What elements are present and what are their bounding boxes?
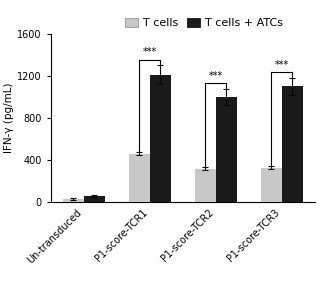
Text: ***: *** bbox=[209, 71, 223, 81]
Bar bbox=[63, 199, 84, 202]
Bar bbox=[216, 97, 237, 202]
Legend: T cells, T cells + ATCs: T cells, T cells + ATCs bbox=[125, 18, 283, 28]
Bar bbox=[195, 169, 216, 202]
Y-axis label: IFN-γ (pg/mL): IFN-γ (pg/mL) bbox=[4, 83, 14, 153]
Bar bbox=[84, 196, 105, 202]
Text: ***: *** bbox=[143, 47, 157, 57]
Bar bbox=[282, 87, 303, 202]
Bar bbox=[129, 154, 150, 202]
Text: ***: *** bbox=[275, 60, 289, 70]
Bar bbox=[261, 167, 282, 202]
Bar bbox=[150, 75, 171, 202]
